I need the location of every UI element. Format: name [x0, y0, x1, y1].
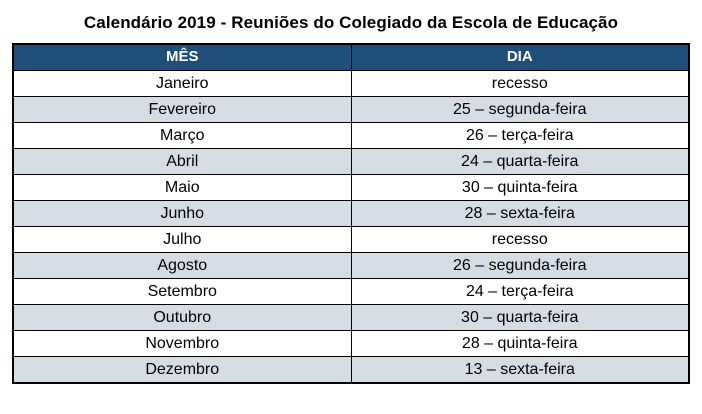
table-row: Março 26 – terça-feira [12, 122, 690, 149]
month-cell: Setembro [12, 278, 352, 305]
day-cell: 26 – terça-feira [350, 122, 690, 149]
calendar-table: MÊS DIA Janeiro recesso Fevereiro 25 – s… [12, 43, 690, 384]
page-title: Calendário 2019 - Reuniões do Colegiado … [83, 13, 619, 32]
table-row: Outubro 30 – quarta-feira [12, 304, 690, 331]
month-cell: Fevereiro [12, 96, 352, 123]
month-cell: Dezembro [12, 356, 352, 384]
table-row: Agosto 26 – segunda-feira [12, 252, 690, 279]
day-cell: 13 – sexta-feira [350, 356, 690, 384]
day-cell: 30 – quinta-feira [350, 174, 690, 201]
month-cell: Janeiro [12, 70, 352, 97]
month-cell: Maio [12, 174, 352, 201]
day-cell: 24 – terça-feira [350, 278, 690, 305]
table-row: Janeiro recesso [12, 70, 690, 97]
col-header-dia: DIA [350, 43, 690, 71]
month-cell: Junho [12, 200, 352, 227]
table-row: Maio 30 – quinta-feira [12, 174, 690, 201]
table-row: Fevereiro 25 – segunda-feira [12, 96, 690, 123]
day-cell: 25 – segunda-feira [350, 96, 690, 123]
col-header-mes: MÊS [12, 43, 352, 71]
table-header-row: MÊS DIA [12, 43, 690, 71]
month-cell: Novembro [12, 330, 352, 357]
table-row: Novembro 28 – quinta-feira [12, 330, 690, 357]
day-cell: recesso [350, 226, 690, 253]
table-row: Junho 28 – sexta-feira [12, 200, 690, 227]
table-row: Julho recesso [12, 226, 690, 253]
table-row: Dezembro 13 – sexta-feira [12, 356, 690, 384]
day-cell: 26 – segunda-feira [350, 252, 690, 279]
day-cell: 28 – sexta-feira [350, 200, 690, 227]
month-cell: Agosto [12, 252, 352, 279]
month-cell: Outubro [12, 304, 352, 331]
day-cell: 30 – quarta-feira [350, 304, 690, 331]
table-row: Abril 24 – quarta-feira [12, 148, 690, 175]
month-cell: Julho [12, 226, 352, 253]
day-cell: 28 – quinta-feira [350, 330, 690, 357]
month-cell: Abril [12, 148, 352, 175]
day-cell: recesso [350, 70, 690, 97]
day-cell: 24 – quarta-feira [350, 148, 690, 175]
table-row: Setembro 24 – terça-feira [12, 278, 690, 305]
month-cell: Março [12, 122, 352, 149]
